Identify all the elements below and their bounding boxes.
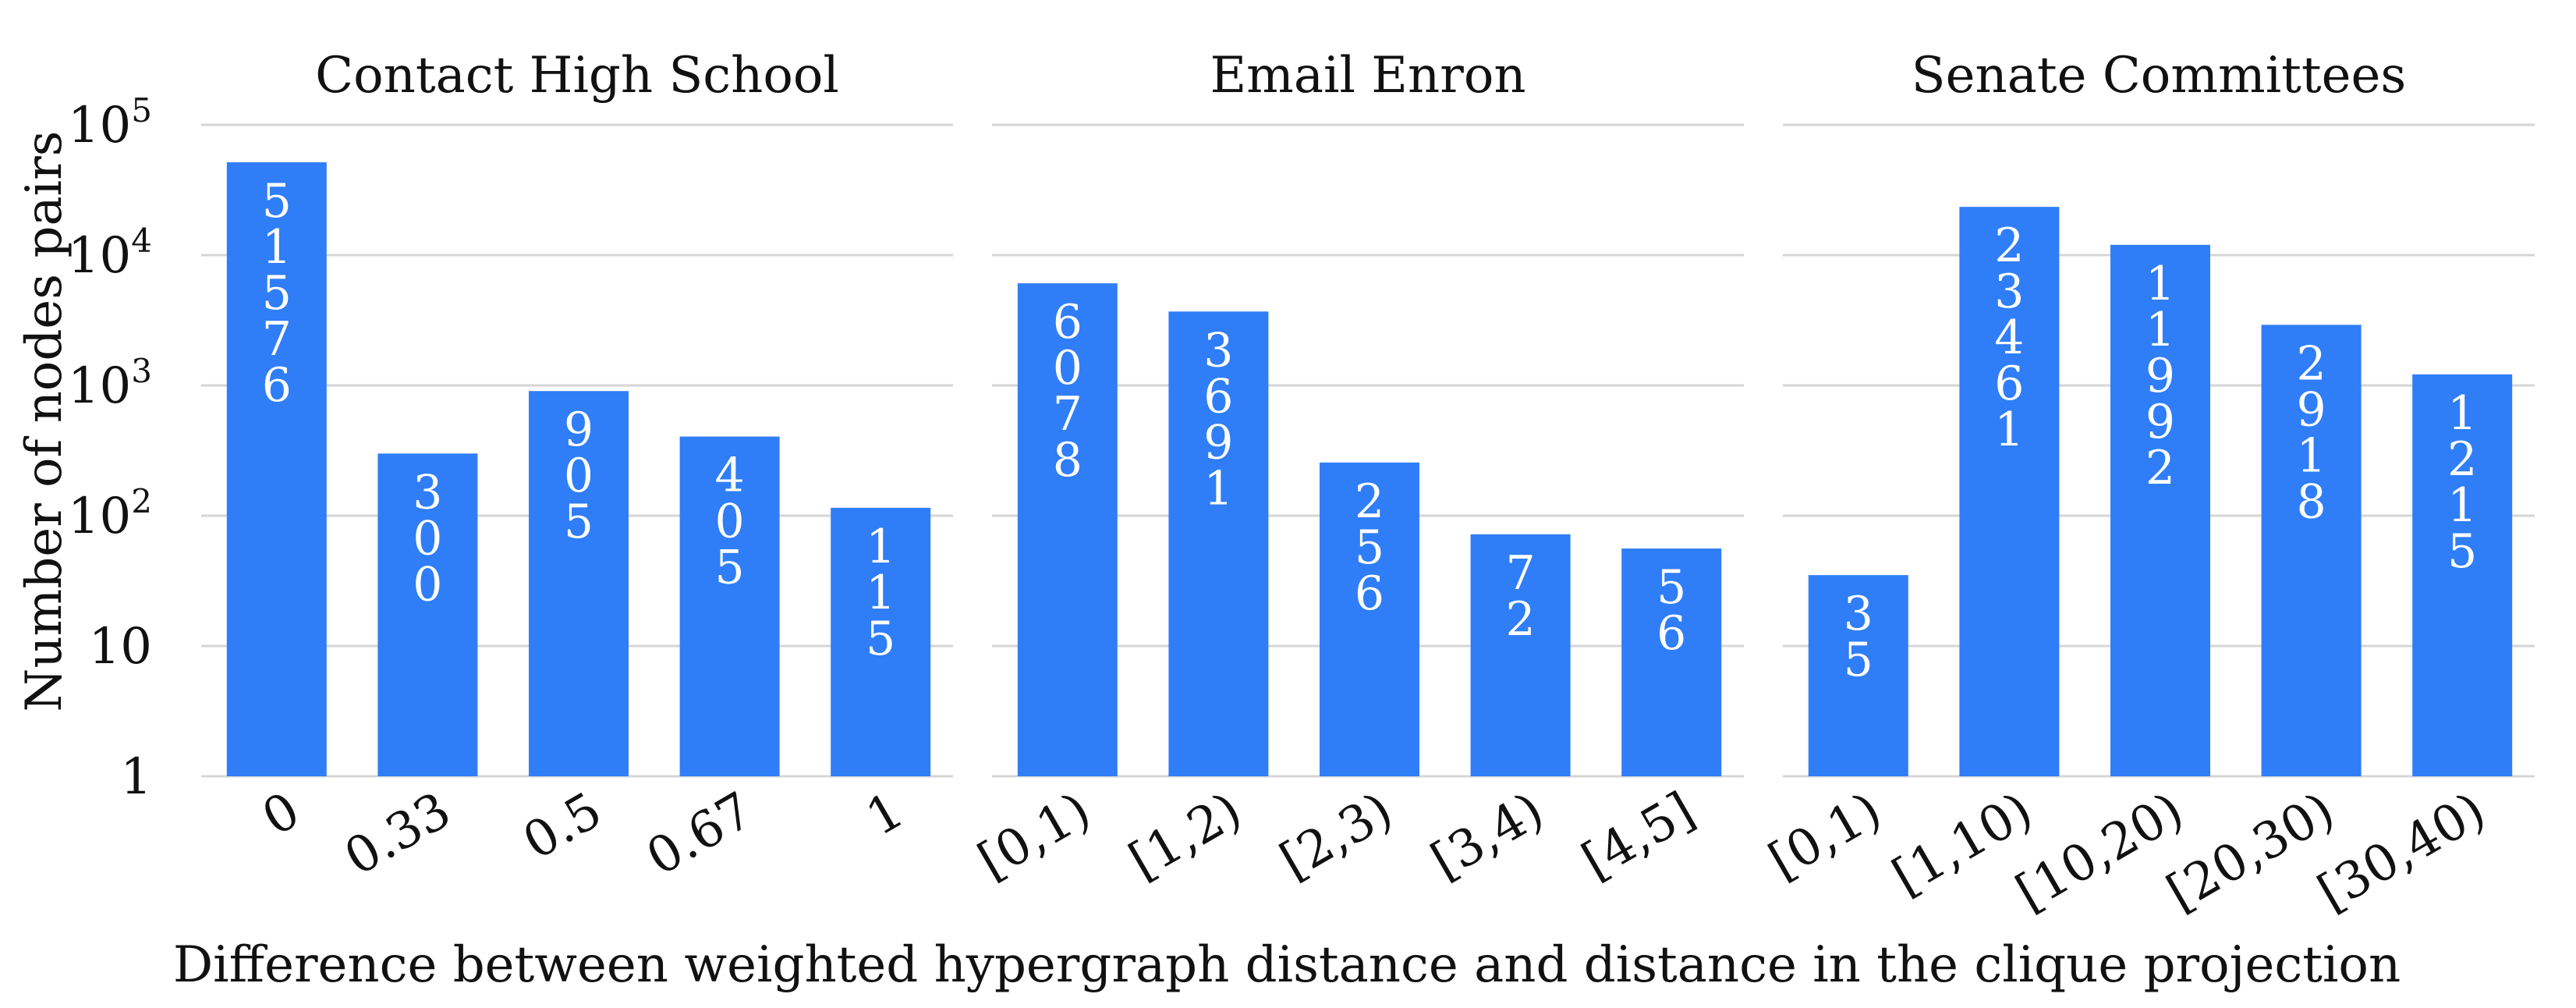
- x-axis-title: Difference between weighted hypergraph d…: [173, 936, 2401, 994]
- bar: [226, 162, 327, 776]
- bar: [831, 507, 931, 776]
- y-axis-ticks: 1 10 102 103 104 105: [68, 91, 152, 806]
- x-tick-label: [30,40): [2308, 782, 2495, 923]
- bar: [1017, 283, 1118, 777]
- bar: [2110, 244, 2210, 777]
- chart-panels: Contact High School 5 1 5 7 6 0 3 0 0 0.33 9 0 5 0.5 4 0…: [201, 47, 2535, 922]
- x-tick-label: 1: [857, 782, 913, 847]
- y-tick-label: 1: [120, 748, 152, 806]
- bar: [1959, 207, 2060, 777]
- panel-title: Contact High School: [315, 47, 839, 105]
- x-tick-label: [2,3): [1271, 782, 1402, 891]
- x-tick-label: [3,4): [1422, 782, 1553, 891]
- bar: [1808, 575, 1908, 776]
- x-tick-label: [4,5]: [1573, 782, 1704, 891]
- y-axis-title: Number of nodes pairs: [16, 130, 73, 712]
- x-tick-label: 0: [253, 782, 310, 847]
- panel-title: Email Enron: [1210, 47, 1525, 105]
- x-tick-label: [10,20): [2007, 782, 2193, 923]
- chart-panel: Email Enron 6 0 7 8 [0,1) 3 6 9 1 [1,2) 2 5 6 [2,3) 7 2 […: [969, 47, 1744, 891]
- x-tick-label: 0.33: [335, 782, 460, 887]
- y-tick-label: 10: [89, 618, 152, 676]
- x-tick-label: [0,1): [1759, 782, 1890, 891]
- chart-panel: Contact High School 5 1 5 7 6 0 3 0 0 0.33 9 0 5 0.5 4 0…: [201, 47, 953, 887]
- y-tick-label: 104: [68, 222, 152, 285]
- x-tick-label: 0.5: [514, 782, 611, 871]
- bar: [1168, 311, 1269, 776]
- bar: [2412, 374, 2513, 777]
- bar: [1470, 534, 1571, 776]
- bar: [679, 436, 780, 776]
- bar: [377, 453, 478, 776]
- y-tick-label: 103: [68, 352, 152, 415]
- y-tick-label: 105: [68, 91, 152, 154]
- y-tick-label: 102: [68, 482, 152, 545]
- panel-title: Senate Committees: [1912, 47, 2406, 105]
- x-tick-label: 0.67: [637, 782, 762, 887]
- bar: [2261, 325, 2362, 776]
- bar: [1621, 548, 1722, 776]
- x-tick-label: [1,2): [1120, 782, 1251, 891]
- bar: [529, 391, 629, 776]
- x-tick-label: [20,30): [2158, 782, 2344, 923]
- x-tick-label: [0,1): [969, 782, 1100, 891]
- bar: [1320, 462, 1419, 776]
